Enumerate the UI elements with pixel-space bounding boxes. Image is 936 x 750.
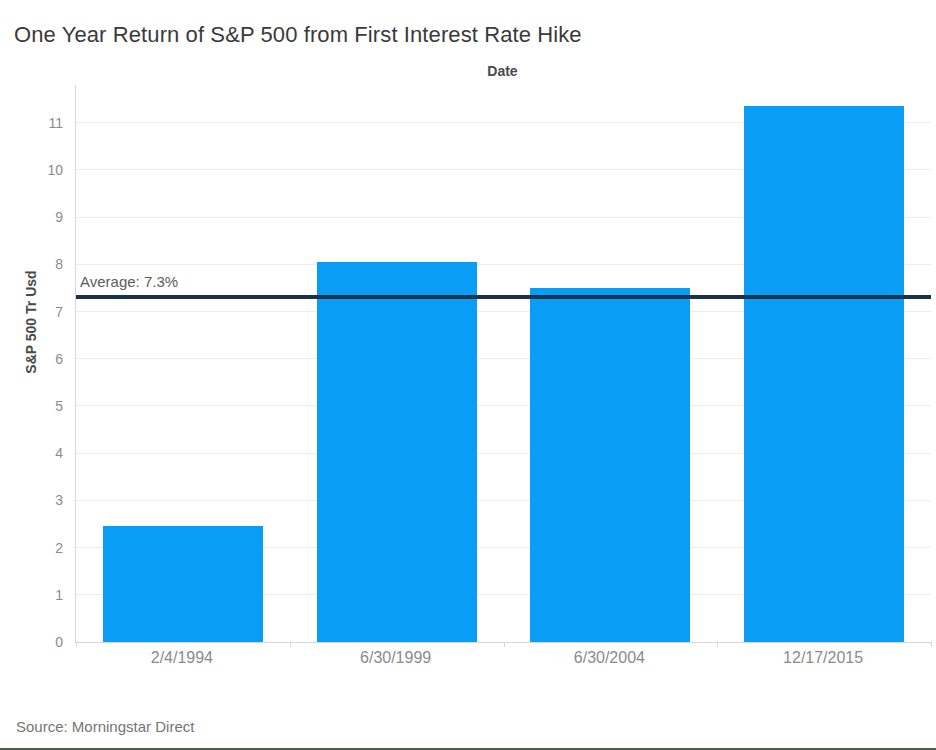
y-tick-label-9: 9 bbox=[19, 209, 63, 225]
x-axis-tick bbox=[504, 642, 505, 647]
y-tick-label-0: 0 bbox=[19, 634, 63, 650]
bar-12/17/2015[interactable] bbox=[744, 106, 904, 642]
x-tick-label-12/17/2015: 12/17/2015 bbox=[716, 649, 930, 671]
x-tick-label-6/30/2004: 6/30/2004 bbox=[503, 649, 717, 671]
y-tick-label-5: 5 bbox=[19, 398, 63, 414]
y-tick-label-1: 1 bbox=[19, 587, 63, 603]
x-axis-tick bbox=[290, 642, 291, 647]
y-tick-label-3: 3 bbox=[19, 492, 63, 508]
top-axis-title: Date bbox=[75, 63, 930, 79]
y-tick-label-8: 8 bbox=[19, 256, 63, 272]
y-tick-label-7: 7 bbox=[19, 304, 63, 320]
chart-frame: One Year Return of S&P 500 from First In… bbox=[0, 0, 936, 750]
chart-title: One Year Return of S&P 500 from First In… bbox=[14, 22, 582, 48]
y-tick-label-11: 11 bbox=[19, 115, 63, 131]
y-tick-label-4: 4 bbox=[19, 445, 63, 461]
x-tick-label-2/4/1994: 2/4/1994 bbox=[75, 649, 289, 671]
y-axis-title: S&P 500 Tr Usd bbox=[23, 252, 41, 392]
bar-6/30/2004[interactable] bbox=[530, 288, 690, 642]
average-line-label: Average: 7.3% bbox=[80, 273, 178, 290]
bar-2/4/1994[interactable] bbox=[103, 526, 263, 642]
average-reference-line bbox=[76, 295, 931, 299]
plot-area: Average: 7.3% bbox=[75, 85, 931, 643]
x-tick-label-6/30/1999: 6/30/1999 bbox=[289, 649, 503, 671]
source-note: Source: Morningstar Direct bbox=[16, 718, 194, 735]
x-axis-tick bbox=[931, 642, 932, 647]
y-tick-label-6: 6 bbox=[19, 351, 63, 367]
y-tick-label-2: 2 bbox=[19, 540, 63, 556]
bar-6/30/1999[interactable] bbox=[317, 262, 477, 642]
x-axis-tick bbox=[717, 642, 718, 647]
y-tick-label-10: 10 bbox=[19, 162, 63, 178]
x-axis-tick bbox=[76, 642, 77, 647]
